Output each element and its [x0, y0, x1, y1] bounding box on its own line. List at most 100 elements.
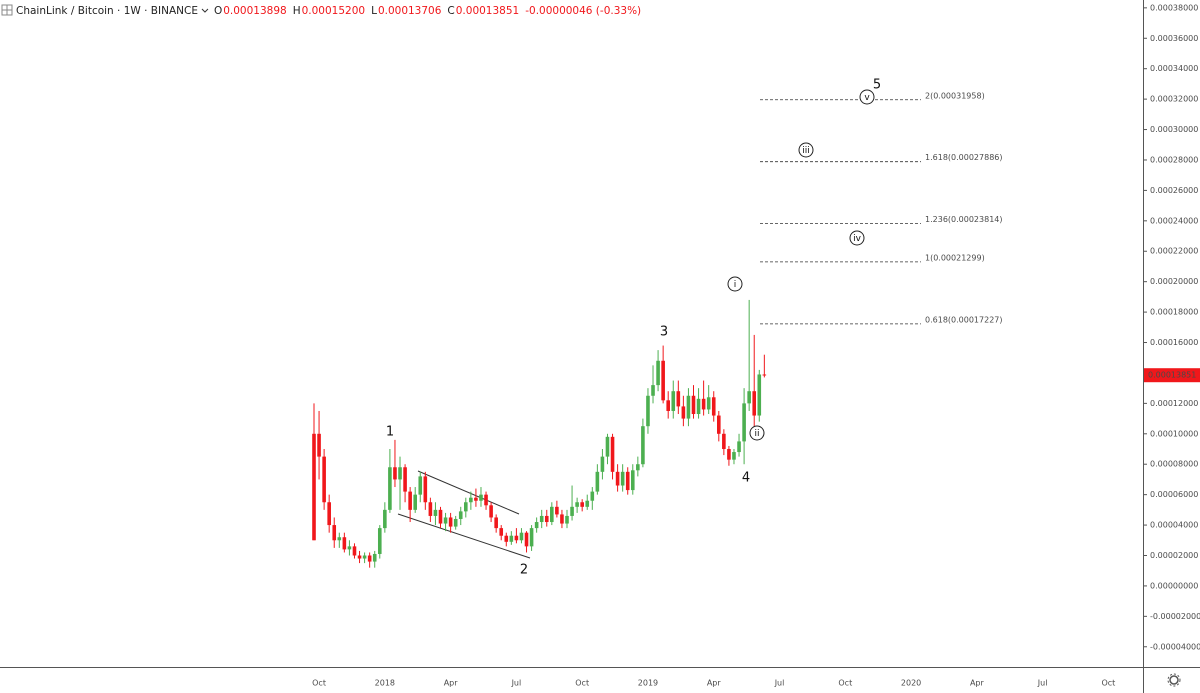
y-tick-label: -0.00004000	[1150, 642, 1200, 651]
y-tick-label: 0.00002000	[1150, 551, 1198, 560]
candle-body	[742, 403, 746, 442]
trendline	[417, 470, 520, 515]
candle-body	[423, 476, 428, 503]
x-tick-label: 2018	[375, 679, 395, 688]
x-tick-label: Oct	[575, 679, 589, 688]
candle-body	[757, 374, 762, 416]
fib-label: 0.618(0.00017227)	[925, 315, 1003, 324]
candle-body	[722, 433, 726, 450]
candle-body	[605, 436, 610, 457]
candle-body	[575, 502, 579, 507]
candle-body	[317, 433, 321, 457]
settings-icon[interactable]	[1167, 673, 1181, 687]
y-tick-label: 0.00028000	[1150, 155, 1198, 164]
wave-circle	[859, 89, 875, 105]
candle-body	[641, 426, 645, 465]
candle-body	[580, 502, 584, 507]
y-tick-label: 0.00010000	[1150, 429, 1198, 438]
y-tick-label: -0.00002000	[1150, 612, 1200, 621]
candle-body	[388, 467, 392, 510]
candle-body	[686, 395, 691, 419]
candle-body	[322, 456, 326, 503]
candle-body	[499, 528, 504, 536]
y-tick-label: 0.00034000	[1150, 64, 1198, 73]
candles	[312, 299, 767, 568]
candle-body	[489, 505, 493, 518]
candle-body	[342, 537, 347, 550]
candle-body	[377, 528, 382, 554]
candle-body	[504, 535, 509, 542]
ohlc-value: 0.00013898	[223, 5, 286, 17]
candle-body	[630, 470, 635, 491]
candle-body	[403, 467, 407, 492]
price-tag	[1144, 368, 1200, 383]
fib-label: 1.618(0.00027886)	[925, 153, 1003, 162]
candle-body	[519, 532, 524, 541]
wave-circle-label: i	[734, 280, 737, 290]
candle-body	[555, 506, 559, 515]
candle-body	[448, 517, 453, 527]
x-tick-label: 2020	[901, 679, 921, 688]
candle-body	[590, 491, 595, 501]
candle-body	[413, 494, 417, 510]
candle-body	[438, 509, 443, 524]
candle-body	[676, 391, 681, 407]
ohlc-key: H	[293, 5, 301, 17]
candle-body	[469, 497, 473, 503]
x-tick-label: Oct	[312, 679, 326, 688]
y-tick-label: 0.00000000	[1150, 581, 1198, 590]
fib-label: 2(0.00031958)	[925, 91, 985, 100]
candle-body	[544, 515, 549, 523]
candle-body	[408, 491, 412, 510]
candle-body	[458, 511, 463, 519]
candle-body	[661, 360, 665, 401]
y-tick-label: 0.00038000	[1150, 3, 1198, 12]
wave-circle	[749, 425, 765, 441]
toolbar-icon[interactable]	[1, 4, 13, 16]
fib-label: 1.236(0.00023814)	[925, 215, 1003, 224]
candle-body	[347, 546, 352, 550]
candle-body	[484, 494, 488, 506]
y-tick-label: 0.00008000	[1150, 460, 1198, 469]
candle-body	[666, 400, 670, 411]
candle-body	[752, 391, 757, 416]
change-value: -0.00000046 (-0.33%)	[525, 5, 641, 17]
x-tick-label: Oct	[838, 679, 852, 688]
symbol-title[interactable]: ChainLink / Bitcoin · 1W · BINANCE	[16, 5, 198, 17]
wave-label: 3	[660, 325, 668, 340]
x-tick-label: Apr	[707, 679, 722, 688]
candle-body	[600, 456, 605, 472]
wave-circle-label: ii	[754, 429, 759, 439]
candle-body	[332, 525, 337, 541]
candle-body	[696, 398, 701, 415]
wave-label: 4	[742, 471, 750, 486]
candle-body	[337, 537, 342, 541]
x-tick-label: Oct	[1101, 679, 1115, 688]
candle-body	[595, 471, 600, 492]
candle-body	[352, 546, 357, 556]
y-tick-label: 0.00006000	[1150, 490, 1198, 499]
y-tick-label: 0.00018000	[1150, 308, 1198, 317]
candle-body	[610, 436, 615, 472]
gear-teeth[interactable]	[1167, 673, 1181, 687]
y-tick-label: 0.00020000	[1150, 277, 1198, 286]
candle-body	[428, 502, 433, 516]
candle-body	[717, 415, 721, 434]
candle-body	[393, 467, 397, 480]
candle-body	[327, 502, 331, 526]
y-tick-label: 0.00022000	[1150, 247, 1198, 256]
price-tag-label: 0.00013851	[1148, 371, 1196, 380]
trendline	[397, 513, 531, 559]
candle-body	[747, 391, 751, 404]
wave-circle-label: v	[864, 93, 870, 103]
gear[interactable]	[1169, 675, 1179, 685]
candle-body	[636, 464, 640, 471]
candle-body	[727, 449, 731, 460]
y-tick-label: 0.00012000	[1150, 399, 1198, 408]
candle-body	[534, 522, 539, 529]
candle-body	[357, 555, 362, 559]
wave-label: 2	[520, 563, 528, 578]
candle-body	[732, 452, 736, 460]
x-tick-label: Apr	[970, 679, 985, 688]
